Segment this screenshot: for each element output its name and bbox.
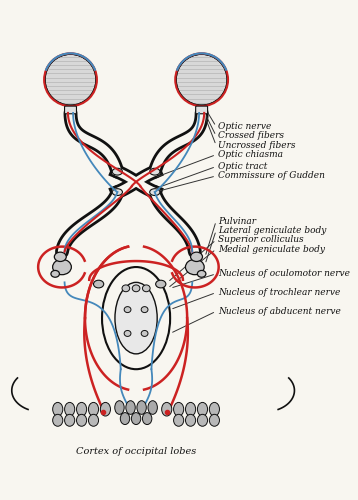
Ellipse shape [156, 280, 166, 288]
Text: Crossed fibers: Crossed fibers [218, 132, 284, 140]
Text: Commissure of Gudden: Commissure of Gudden [218, 172, 325, 180]
Ellipse shape [124, 330, 131, 336]
Ellipse shape [126, 400, 135, 414]
Ellipse shape [112, 168, 122, 175]
Ellipse shape [185, 402, 195, 416]
Text: Nucleus of trochlear nerve: Nucleus of trochlear nerve [218, 288, 340, 297]
Text: Nucleus of abducent nerve: Nucleus of abducent nerve [218, 307, 341, 316]
Ellipse shape [100, 402, 111, 416]
Ellipse shape [150, 188, 160, 196]
Text: Lateral geniculate body: Lateral geniculate body [218, 226, 326, 235]
Ellipse shape [102, 267, 170, 369]
FancyBboxPatch shape [196, 106, 208, 114]
Ellipse shape [209, 414, 219, 426]
Text: Optic nerve: Optic nerve [218, 122, 271, 131]
Text: Pulvinar: Pulvinar [218, 216, 256, 226]
Ellipse shape [174, 402, 184, 416]
Ellipse shape [209, 402, 219, 416]
Circle shape [45, 54, 96, 106]
Ellipse shape [197, 270, 206, 277]
Ellipse shape [141, 330, 148, 336]
Text: Medial geniculate body: Medial geniculate body [218, 244, 325, 254]
Circle shape [176, 54, 227, 106]
Ellipse shape [64, 402, 75, 416]
Ellipse shape [148, 400, 158, 414]
Ellipse shape [142, 412, 152, 424]
Ellipse shape [93, 280, 104, 288]
Ellipse shape [162, 402, 172, 416]
Ellipse shape [190, 252, 203, 262]
Text: Optic tract: Optic tract [218, 162, 267, 171]
Text: Nucleus of oculomotor nerve: Nucleus of oculomotor nerve [218, 270, 350, 278]
Ellipse shape [174, 414, 184, 426]
Ellipse shape [54, 252, 66, 262]
Ellipse shape [137, 400, 146, 414]
Ellipse shape [150, 168, 160, 175]
Text: Superior colliculus: Superior colliculus [218, 236, 304, 244]
Ellipse shape [53, 260, 71, 274]
Ellipse shape [51, 270, 59, 277]
Text: Optic chiasma: Optic chiasma [218, 150, 283, 159]
Ellipse shape [124, 306, 131, 312]
Ellipse shape [141, 306, 148, 312]
FancyBboxPatch shape [64, 106, 77, 114]
Ellipse shape [64, 414, 75, 426]
Ellipse shape [77, 402, 87, 416]
Text: Cortex of occipital lobes: Cortex of occipital lobes [76, 447, 196, 456]
Ellipse shape [115, 400, 124, 414]
Ellipse shape [197, 402, 208, 416]
Ellipse shape [53, 402, 63, 416]
Text: Uncrossed fibers: Uncrossed fibers [218, 141, 295, 150]
Ellipse shape [197, 414, 208, 426]
Ellipse shape [131, 412, 141, 424]
Ellipse shape [185, 414, 195, 426]
Ellipse shape [132, 285, 140, 292]
Ellipse shape [142, 285, 150, 292]
Ellipse shape [53, 414, 63, 426]
Ellipse shape [185, 260, 204, 274]
Ellipse shape [77, 414, 87, 426]
Ellipse shape [122, 285, 130, 292]
Ellipse shape [120, 412, 130, 424]
Ellipse shape [112, 188, 122, 196]
Ellipse shape [88, 414, 98, 426]
Ellipse shape [88, 402, 98, 416]
Ellipse shape [115, 282, 157, 354]
